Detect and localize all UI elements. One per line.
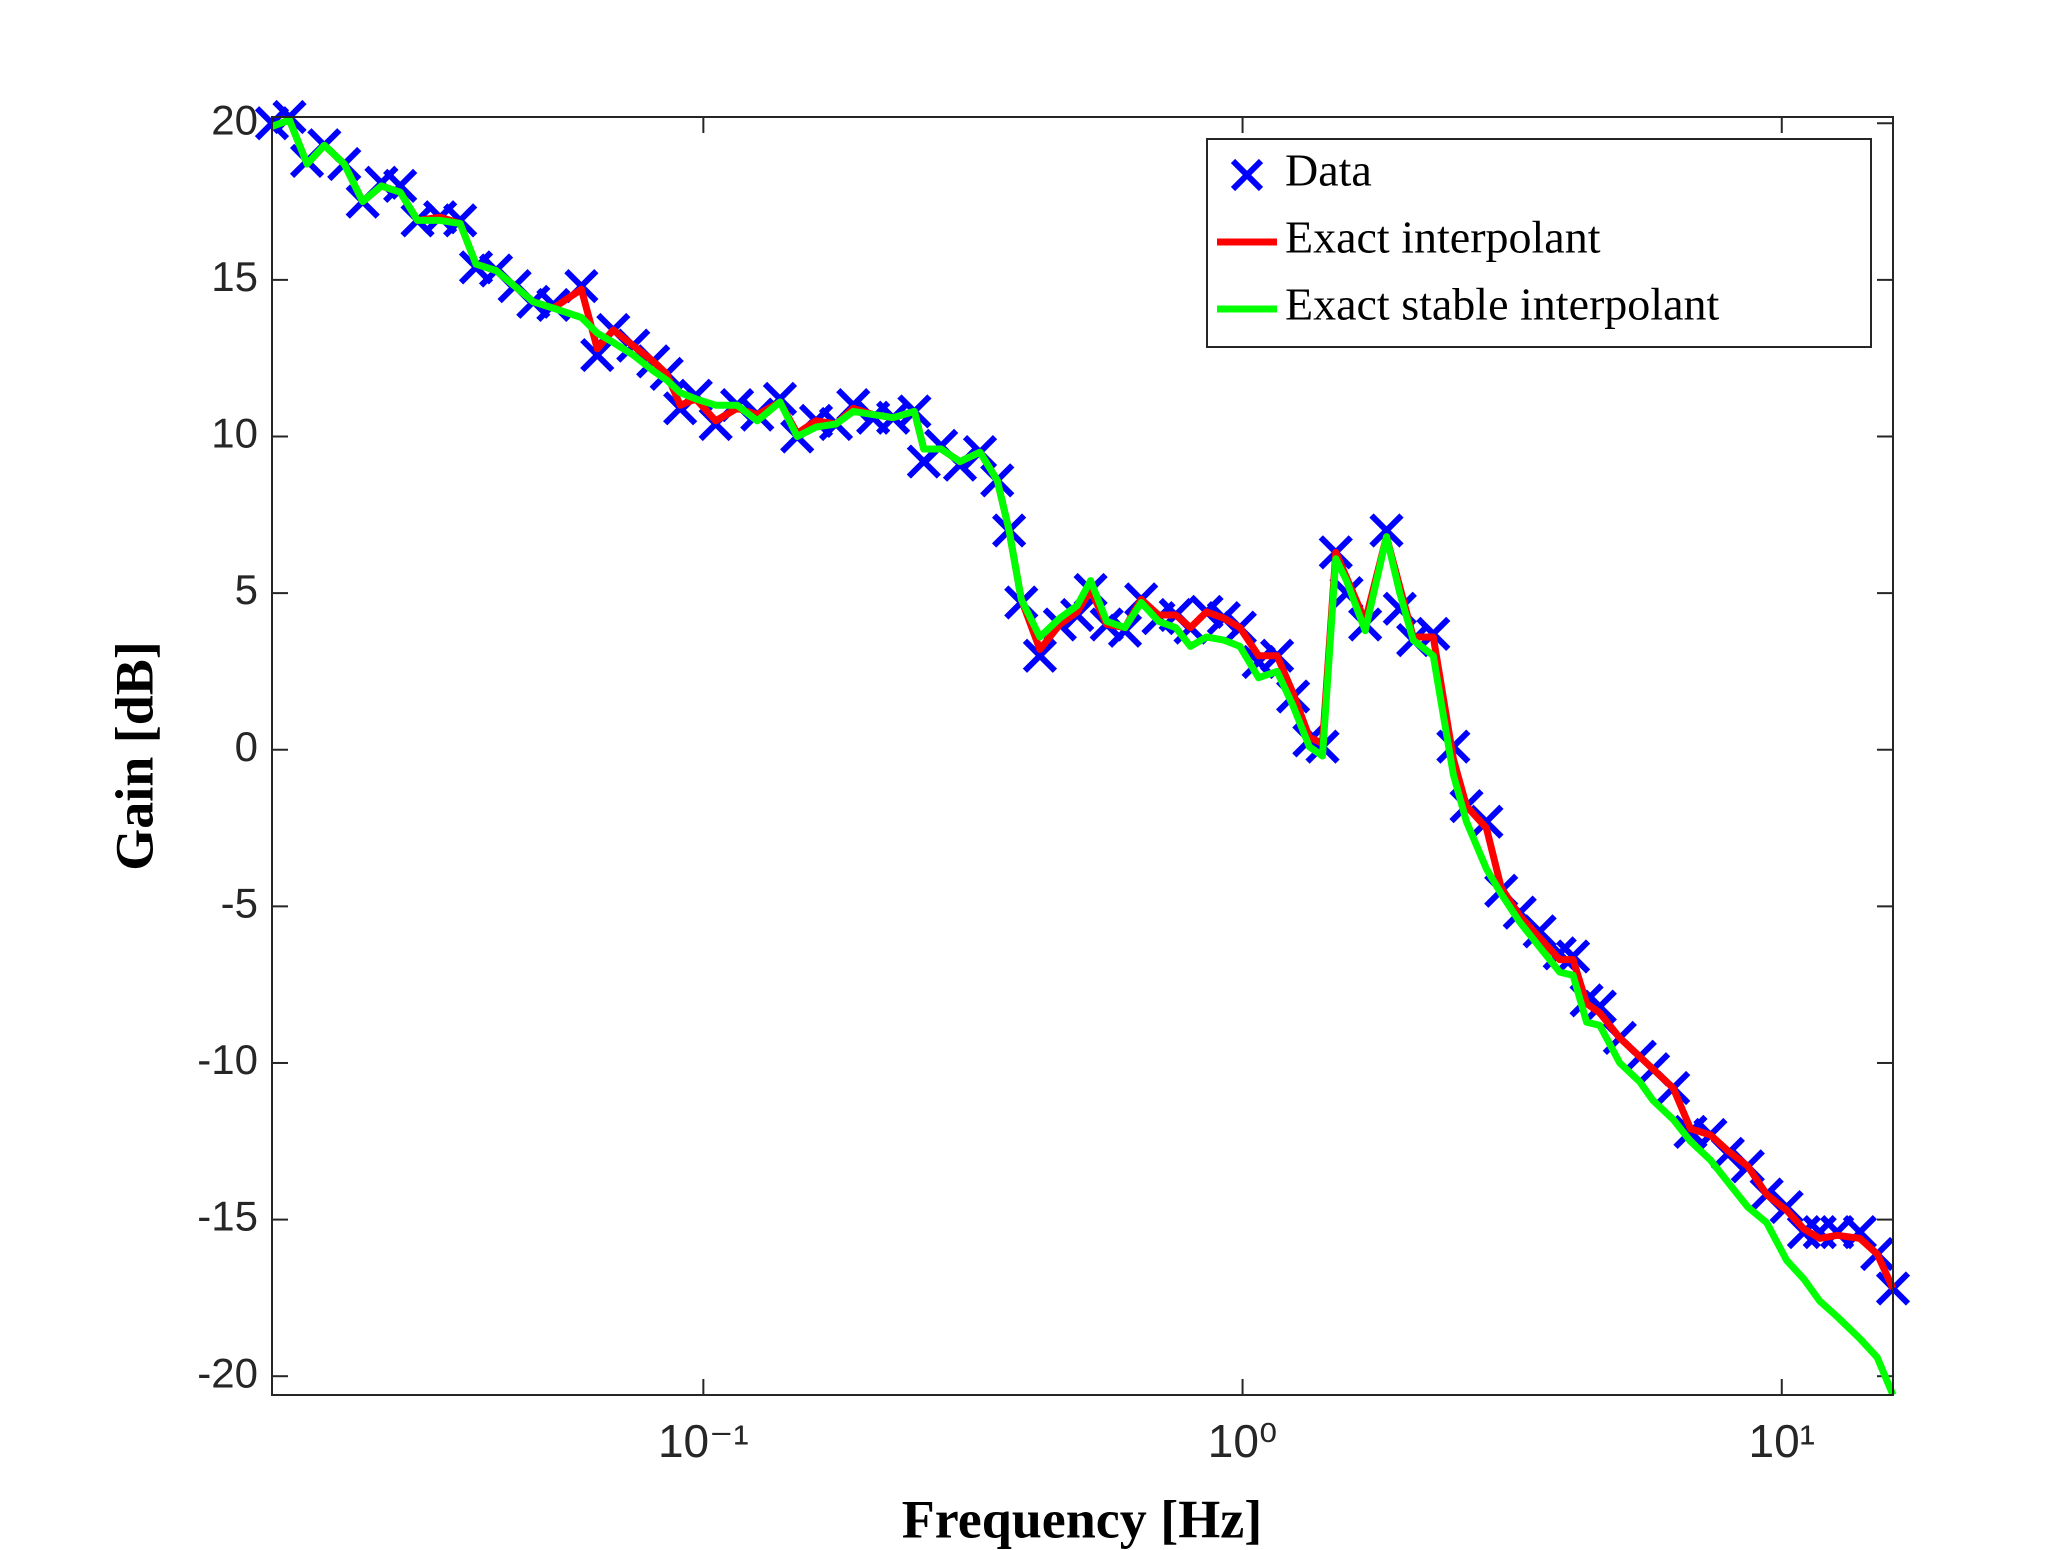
legend-box	[1206, 138, 1872, 348]
series-line	[270, 116, 1897, 1395]
y-tick-label: 10	[211, 410, 258, 457]
data-marker	[1022, 638, 1058, 673]
y-tick-label: -15	[197, 1193, 258, 1240]
x-tick-label: 10¹	[1749, 1415, 1815, 1467]
data-marker	[1469, 804, 1504, 839]
y-tick-label: -20	[197, 1349, 258, 1396]
y-axis-label: Gain [dB]	[104, 641, 164, 871]
legend-label: Exact interpolant	[1285, 212, 1601, 263]
plot-frame	[271, 116, 1894, 1396]
x-tick-label: 10⁻¹	[658, 1415, 749, 1467]
legend-label: Exact stable interpolant	[1285, 279, 1720, 330]
data-marker	[1369, 513, 1404, 548]
x-axis-label: Frequency [Hz]	[902, 1489, 1262, 1549]
data-marker	[1582, 989, 1617, 1024]
y-tick-label: 15	[211, 253, 258, 300]
y-tick-label: 0	[235, 723, 258, 770]
y-tick-label: 20	[211, 96, 258, 143]
y-tick-label: 5	[235, 566, 258, 613]
legend-marker	[1230, 158, 1264, 192]
data-marker	[1842, 1214, 1878, 1250]
y-tick-label: -10	[197, 1036, 258, 1083]
data-marker	[383, 168, 418, 204]
y-tick-label: -5	[221, 879, 258, 926]
data-marker	[580, 337, 615, 373]
legend-label: Data	[1285, 145, 1372, 196]
x-tick-label: 10⁰	[1208, 1415, 1278, 1467]
